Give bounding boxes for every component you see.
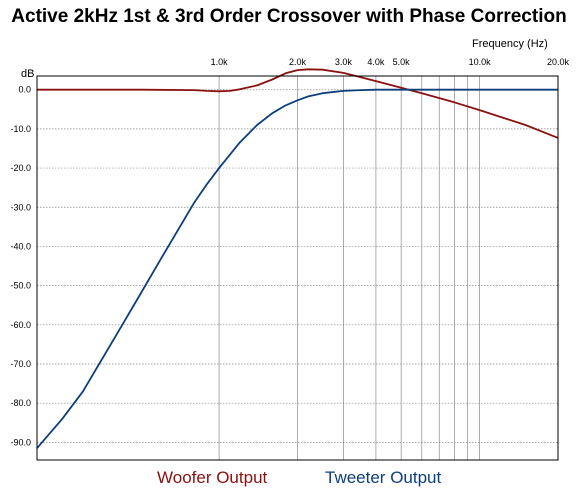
y-tick-label: 0.0 [18,85,31,95]
x-tick-label: 3.0k [335,57,353,67]
chart-title: Active 2kHz 1st & 3rd Order Crossover wi… [11,6,567,27]
x-tick-label: 20.0k [547,57,570,67]
tick-labels: 0.0 -10.0 -20.0 -30.0 -40.0 -50.0 -60.0 -70.0 -8… [10,57,569,447]
legend-tweeter: Tweeter Output [325,468,442,487]
x-tick-label: 1.0k [211,57,229,67]
x-tick-label: 10.0k [469,57,492,67]
x-tick-label: 4.0k [367,57,385,67]
y-tick-label: -70.0 [10,359,31,369]
y-tick-label: -10.0 [10,124,31,134]
x-tick-label: 5.0k [393,57,411,67]
y-tick-label: -60.0 [10,320,31,330]
y-tick-label: -90.0 [10,437,31,447]
legend-woofer: Woofer Output [157,468,268,487]
y-tick-label: -30.0 [10,202,31,212]
woofer-output-line [37,68,559,139]
grid [37,76,558,460]
series-lines [36,68,559,449]
y-axis-label: dB [21,68,34,80]
y-tick-label: -20.0 [10,163,31,173]
x-axis-label: Frequency (Hz) [472,38,548,50]
x-tick-label: 2.0k [289,57,307,67]
tweeter-output-line [36,88,558,449]
plot-frame [36,75,559,461]
y-tick-label: -40.0 [10,241,31,251]
y-tick-label: -50.0 [10,281,31,291]
y-tick-label: -80.0 [10,398,31,408]
